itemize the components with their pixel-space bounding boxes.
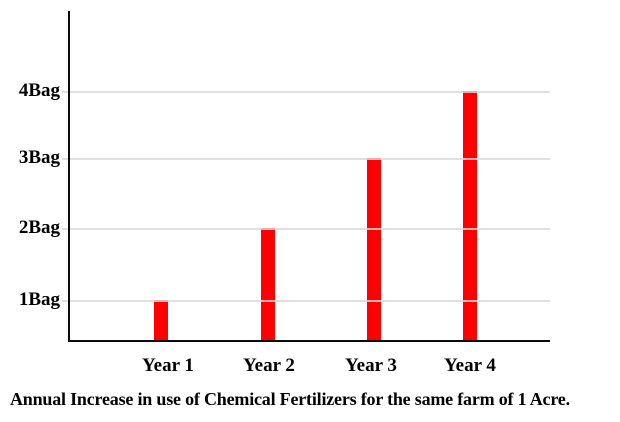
- y-tick-label-3: 3Bag: [18, 147, 60, 168]
- x-category-label-4: Year 4: [444, 355, 496, 376]
- chart-caption: Annual Increase in use of Chemical Ferti…: [10, 389, 570, 409]
- x-axis-line: [68, 340, 550, 342]
- gridline-1Bag: [62, 300, 550, 302]
- gridline-3Bag: [62, 158, 550, 160]
- x-category-label-1: Year 1: [142, 355, 194, 376]
- y-tick-label-4: 4Bag: [18, 80, 60, 101]
- gridline-2Bag: [62, 228, 550, 230]
- bar-year-4: [463, 91, 477, 340]
- y-tick-label-2: 2Bag: [18, 217, 60, 238]
- x-category-label-2: Year 2: [243, 355, 295, 376]
- y-tick-label-1: 1Bag: [18, 289, 60, 310]
- y-axis-line: [68, 11, 70, 342]
- bar-year-3: [367, 158, 381, 340]
- bar-year-2: [261, 228, 275, 340]
- x-category-label-3: Year 3: [345, 355, 397, 376]
- bar-year-1: [154, 300, 168, 340]
- gridline-4Bag: [62, 91, 550, 93]
